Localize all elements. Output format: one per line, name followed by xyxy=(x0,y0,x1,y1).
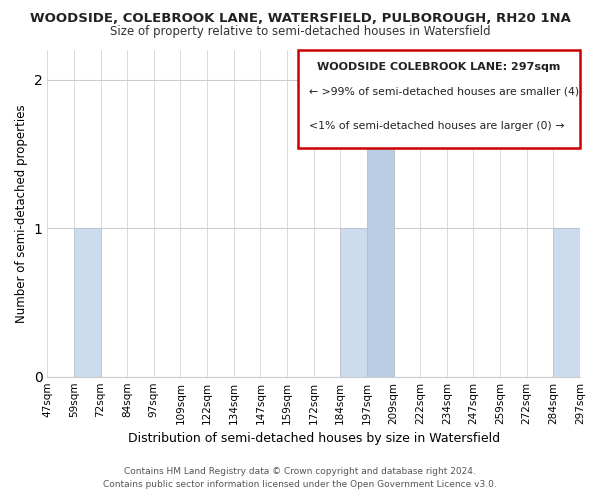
Text: Contains HM Land Registry data © Crown copyright and database right 2024.: Contains HM Land Registry data © Crown c… xyxy=(124,467,476,476)
Text: Contains public sector information licensed under the Open Government Licence v3: Contains public sector information licen… xyxy=(103,480,497,489)
Bar xyxy=(74,228,101,376)
Text: WOODSIDE, COLEBROOK LANE, WATERSFIELD, PULBOROUGH, RH20 1NA: WOODSIDE, COLEBROOK LANE, WATERSFIELD, P… xyxy=(29,12,571,26)
Bar xyxy=(553,228,580,376)
Y-axis label: Number of semi-detached properties: Number of semi-detached properties xyxy=(15,104,28,322)
X-axis label: Distribution of semi-detached houses by size in Watersfield: Distribution of semi-detached houses by … xyxy=(128,432,500,445)
Text: WOODSIDE COLEBROOK LANE: 297sqm: WOODSIDE COLEBROOK LANE: 297sqm xyxy=(317,62,560,72)
Text: ← >99% of semi-detached houses are smaller (4): ← >99% of semi-detached houses are small… xyxy=(309,86,579,96)
Bar xyxy=(367,58,394,376)
Bar xyxy=(340,228,367,376)
Text: <1% of semi-detached houses are larger (0) →: <1% of semi-detached houses are larger (… xyxy=(309,122,565,132)
Text: Size of property relative to semi-detached houses in Watersfield: Size of property relative to semi-detach… xyxy=(110,25,490,38)
